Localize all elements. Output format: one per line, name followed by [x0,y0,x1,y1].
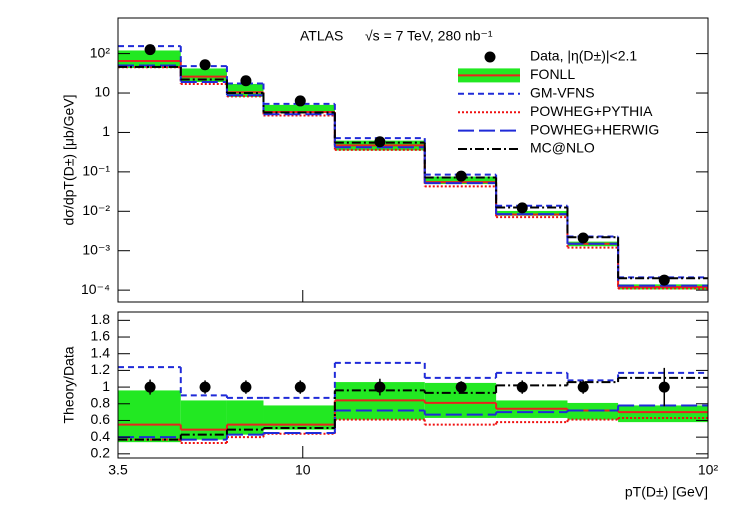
data-point [658,274,670,286]
data-point [144,44,156,56]
legend-label: POWHEG+PYTHIA [530,103,653,119]
uncertainty-band [263,104,335,114]
data-point [199,381,211,393]
y-axis-label: dσ/dpT(D±) [μb/GeV] [61,95,77,226]
data-point [516,202,528,214]
y-axis-label: Theory/Data [61,346,77,423]
data-point [455,381,467,393]
x-axis-label: pT(D±) [GeV] [625,484,708,500]
y-tick-label: 1.4 [91,344,111,360]
uncertainty-band [618,405,708,423]
data-point [144,381,156,393]
plot-panel: 0.20.40.60.811.21.41.61.8 3.5 10 10² [91,290,719,478]
uncertainty-band [263,405,335,430]
data-point [374,381,386,393]
y-tick-label: 0.4 [91,428,111,444]
x-tick-label: 10 [295,462,311,478]
plot-area [118,44,708,290]
legend-label: POWHEG+HERWIG [530,121,659,137]
data-point [199,59,211,71]
plot-frame [117,311,709,459]
data-point [294,95,306,107]
y-tick-label: 0.8 [91,394,111,410]
legend-label: MC@NLO [530,140,595,156]
x-tick-label: 3.5 [108,462,128,478]
x-tick-label: 10² [698,462,719,478]
y-tick-label: 1.2 [91,361,111,377]
data-point [516,381,528,393]
y-tick-label: 0.6 [91,411,111,427]
uncertainty-band [180,400,227,440]
uncertainty-band [118,50,181,69]
uncertainty-band [226,83,264,97]
y-tick-label: 0.2 [91,445,111,461]
y-tick-label: 1.8 [91,311,111,327]
data-point [240,75,252,87]
y-tick-label: 10⁻¹ [82,163,110,179]
legend-label: GM-VFNS [530,85,595,101]
y-tick-label: 10⁻² [82,202,110,218]
legend-label: FONLL [530,66,575,82]
data-point [240,381,252,393]
y-tick-label: 1.6 [91,328,111,344]
plot-panel: 10⁻⁴ 10⁻³ 10⁻² 10⁻¹ 1 10 10² Data, |η(D±)|<2.1 F… [81,17,709,303]
y-tick-label: 1 [102,378,110,394]
legend-label: Data, |η(D±)|<2.1 [530,48,637,64]
plot-area [118,361,708,444]
data-point [577,232,589,244]
chart-subtitle: √s = 7 TeV, 280 nb⁻¹ [365,28,493,44]
data-point [658,381,670,393]
y-tick-label: 10² [90,44,111,60]
y-tick-label: 10⁻³ [82,241,110,257]
plot-frame [117,17,709,303]
chart-title: ATLAS [300,28,343,44]
data-point [294,381,306,393]
y-tick-label: 1 [102,123,110,139]
data-point [577,381,589,393]
uncertainty-band [118,390,181,443]
legend-marker [484,51,496,63]
y-tick-label: 10 [94,84,110,100]
data-point [455,170,467,182]
data-point [374,136,386,148]
y-tick-label: 10⁻⁴ [81,281,110,297]
